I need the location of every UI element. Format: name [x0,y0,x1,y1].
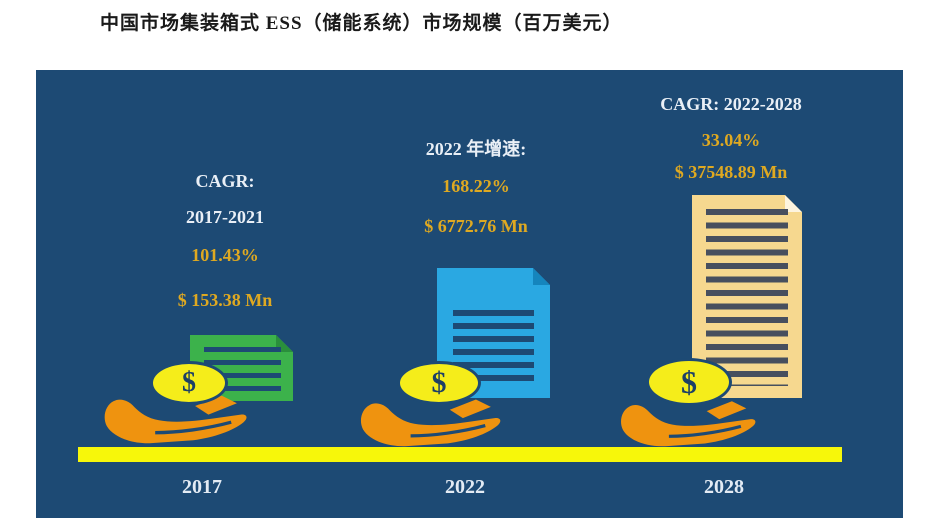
cagr-label: CAGR: 2022-2028 [660,94,802,114]
cagr-period: 2017-2021 [186,207,264,227]
document-lines [706,209,788,386]
dollar-symbol: $ [431,366,447,399]
baseline-bar [78,447,842,462]
hand-icon [104,395,247,444]
dollar-symbol: $ [681,363,697,400]
axis-label-2017: 2017 [182,476,222,498]
cagr-label: CAGR: [195,171,255,191]
growth-rate: 101.43% [191,245,259,265]
market-value: $ 37548.89 Mn [674,162,788,182]
market-value: $ 153.38 Mn [177,290,273,310]
growth-rate: 33.04% [701,130,761,150]
dollar-symbol: $ [182,367,196,398]
hand-icon [621,401,756,447]
dollar-coin-icon: $ [397,361,481,405]
market-value: $ 6772.76 Mn [424,216,528,236]
hand-icon [360,399,501,447]
axis-label-2028: 2028 [704,476,744,498]
chart-title: 中国市场集装箱式 ESS（储能系统）市场规模（百万美元） [100,13,623,34]
annotation-block-2022: 2022 年增速: 168.22% $ 6772.76 Mn [356,138,596,237]
dollar-coin-icon: $ [646,358,732,406]
growth-rate: 168.22% [442,176,510,196]
folded-corner-icon [533,268,550,285]
annotation-block-2017: CAGR: 2017-2021 101.43% $ 153.38 Mn [105,170,345,311]
chart-panel: CAGR: 2017-2021 101.43% $ 153.38 Mn 2022… [36,70,903,518]
axis-label-2022: 2022 [445,476,485,498]
annotation-block-2028: CAGR: 2022-2028 33.04% $ 37548.89 Mn [571,93,891,183]
dollar-coin-icon: $ [150,361,228,405]
growth-label: 2022 年增速: [425,139,527,159]
